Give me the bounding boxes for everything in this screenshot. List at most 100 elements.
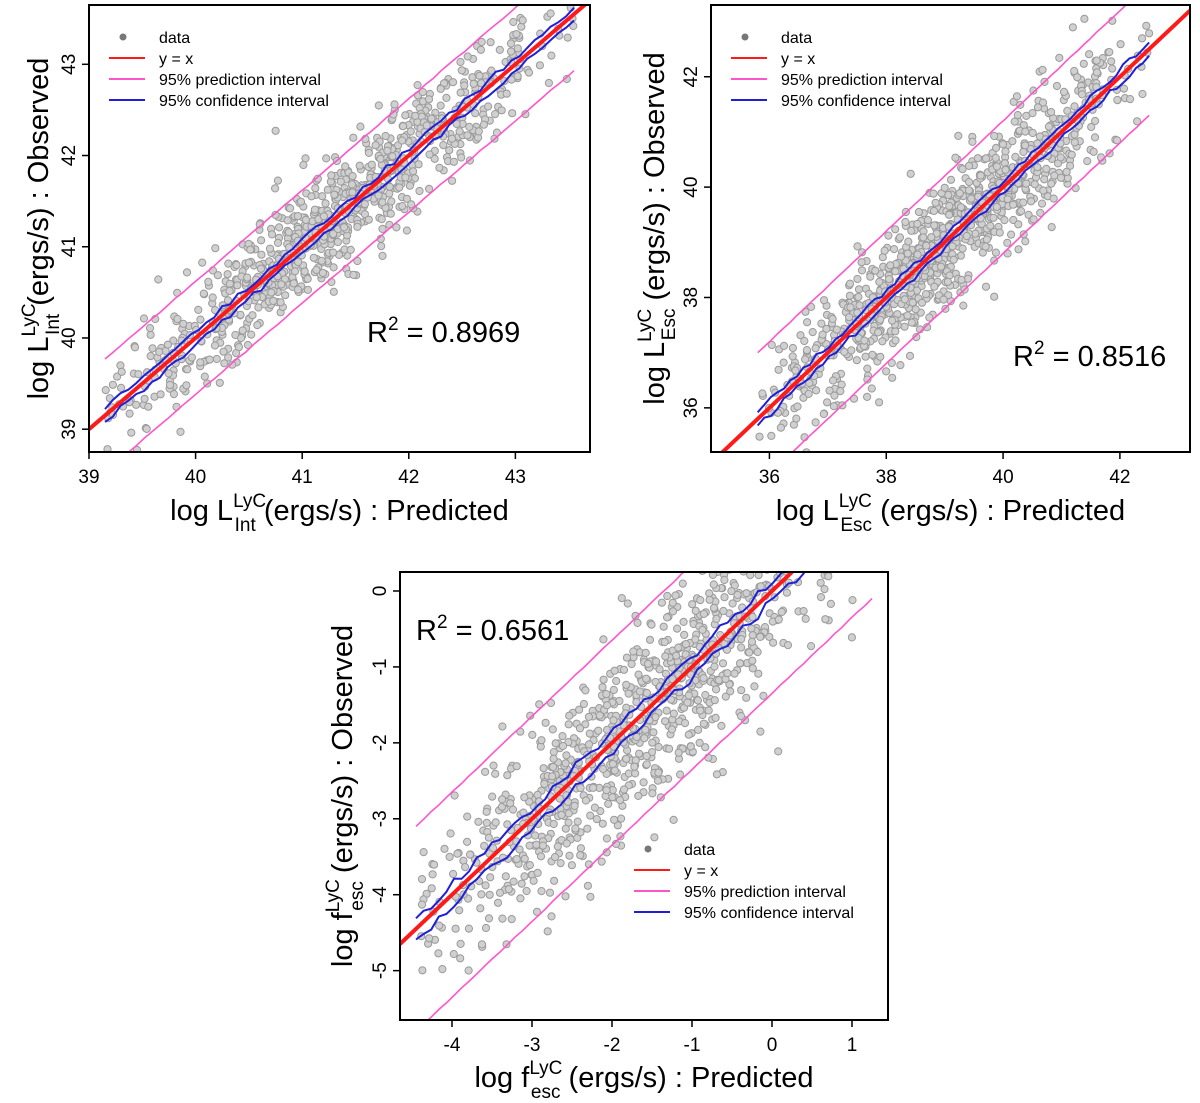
data-point [745,512,752,519]
y-tick-label: -2 [370,734,391,751]
data-point [891,267,900,276]
data-point [958,165,967,174]
data-point [695,738,704,747]
data-point [567,861,577,870]
data-point [398,136,407,145]
data-point [401,173,410,182]
data-point [940,183,949,192]
data-point [575,724,585,733]
identity-line [719,9,1190,452]
data-point [284,228,293,237]
data-point [754,669,763,678]
data-point [630,762,639,771]
data-point [562,839,571,848]
data-point [840,347,849,356]
data-point [756,525,763,532]
data-point [1116,40,1125,49]
data-point [1126,95,1135,104]
data-point [223,296,233,305]
data-point [612,676,621,686]
data-point [974,192,983,201]
data-point [743,544,750,551]
data-point [811,344,820,353]
data-point [447,134,457,143]
data-point [330,190,339,199]
data-point [668,675,677,684]
data-point [876,315,885,324]
data-point [573,817,582,826]
data-point [801,614,810,623]
data-point [435,921,444,930]
data-point [525,841,534,850]
data-point [749,520,756,527]
data-point [1038,65,1047,75]
data-point [301,154,310,163]
data-point [346,245,355,254]
data-point [1070,138,1079,147]
data-point [855,460,862,467]
data-point [1052,81,1062,91]
data-point [517,879,526,888]
data-point [319,212,328,221]
data-point [108,380,118,389]
data-point [244,258,253,267]
data-point [1001,147,1010,156]
data-point [378,198,387,207]
data-point [196,315,205,324]
data-point [886,261,895,270]
data-point [1078,90,1087,99]
data-point [395,183,404,192]
data-point [196,358,205,367]
data-point [165,380,175,390]
data-point [286,204,295,213]
data-point [816,593,826,602]
data-point [273,176,282,185]
data-point [907,318,916,327]
data-point [520,854,529,863]
data-point [321,199,330,208]
data-point [1021,141,1030,150]
data-point [973,154,983,163]
y-tick-label: 43 [59,54,80,75]
data-point [522,886,531,896]
data-point [1027,197,1036,206]
data-point [489,844,498,853]
data-point [765,632,774,642]
data-point [1083,157,1092,166]
x-axis-label: log fLyC esc (ergs/s) : Predicted [474,1058,813,1103]
data-point [816,578,825,587]
data-point [857,266,867,275]
data-point [562,751,571,760]
data-point [820,585,829,594]
data-point [827,532,834,539]
data-point [747,637,757,646]
data-point [782,588,792,597]
data-point [558,732,567,741]
data-point [564,738,573,747]
data-point [232,261,241,270]
data-point [528,730,537,740]
data-point [981,154,991,163]
data-point [173,314,182,324]
data-point [782,535,789,542]
data-point [1056,153,1065,162]
data-point [843,538,850,545]
data-point [741,560,748,567]
data-point [1066,161,1075,170]
data-point [811,418,820,427]
y-axis-label: log LLyC Esc (ergs/s) : Observed [635,52,680,404]
data-point [585,729,594,738]
data-point [774,615,783,624]
data-point [183,365,192,374]
data-point [294,257,303,267]
data-point [271,126,280,135]
data-point [457,153,466,162]
data-point [513,72,522,81]
data-point [1105,48,1114,57]
data-point [832,325,841,334]
data-point [857,248,867,257]
data-point [1049,194,1058,203]
data-point [676,770,685,779]
data-point [859,405,866,412]
data-point [254,303,263,312]
